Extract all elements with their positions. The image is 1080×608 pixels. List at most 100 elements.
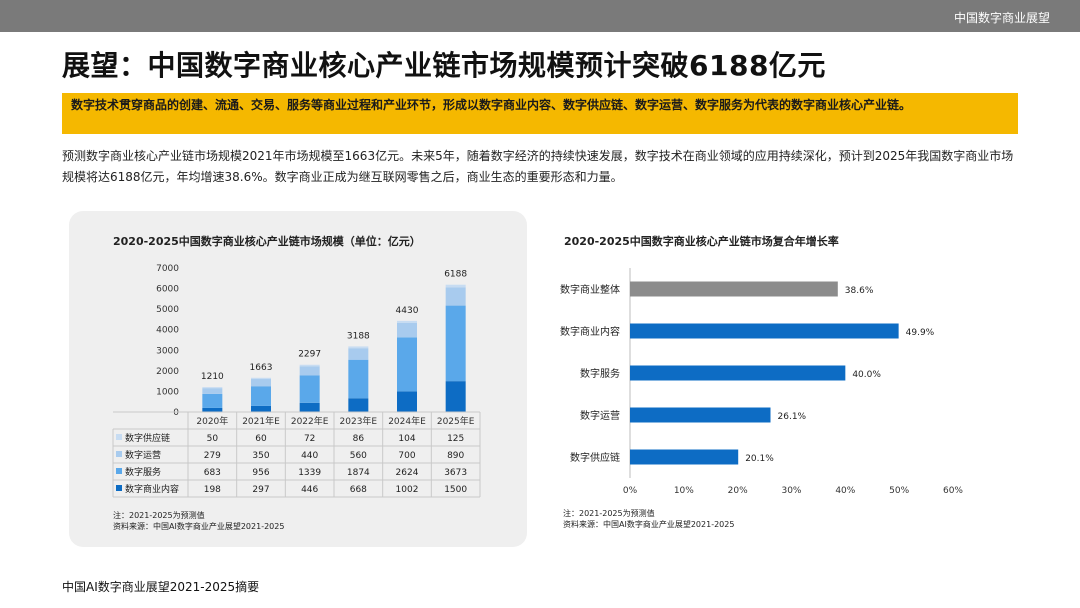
table-cell-1-3: 560 [350, 451, 367, 461]
table-cell-0-4: 104 [398, 434, 415, 444]
table-cell-0-0: 50 [207, 434, 219, 444]
bar-segment-5-3 [445, 284, 466, 288]
cagr-x-tick-label-3: 30% [781, 486, 801, 496]
bar-segment-1-3 [251, 377, 271, 380]
cagr-value-label-0: 38.6% [845, 286, 874, 296]
cagr-category-label-2: 数字服务 [580, 367, 620, 380]
bar-total-label-5: 6188 [444, 270, 467, 280]
cagr-bar-4 [630, 449, 739, 465]
table-cell-3-5: 1500 [444, 485, 467, 495]
bar-segment-4-3 [397, 320, 417, 324]
intro-paragraph: 预测数字商业核心产业链市场规模2021年市场规模至1663亿元。未来5年，随着数… [62, 149, 1014, 184]
table-cell-1-4: 700 [398, 451, 415, 461]
y-tick-label-7: 7000 [156, 264, 179, 274]
table-cell-2-4: 2624 [396, 468, 419, 478]
right-note-1: 注：2021-2025为预测值 [563, 509, 655, 518]
bar-segment-1-2 [251, 379, 271, 387]
x-category-label-4: 2024年E [388, 415, 426, 427]
cagr-category-label-4: 数字供应链 [570, 451, 620, 464]
cagr-x-tick-label-1: 10% [674, 486, 694, 496]
cagr-category-label-3: 数字运营 [580, 409, 620, 422]
table-cell-3-0: 198 [204, 485, 221, 495]
table-legend-swatch-2 [116, 468, 122, 474]
bar-segment-5-1 [445, 305, 466, 382]
page-title: 展望：中国数字商业核心产业链市场规模预计突破6188亿元 [62, 49, 826, 82]
bar-segment-2-3 [299, 364, 320, 367]
bar-total-label-1: 1663 [250, 363, 273, 373]
x-category-label-2: 2022年E [291, 415, 329, 427]
cagr-x-tick-label-2: 20% [728, 486, 748, 496]
bar-total-label-4: 4430 [396, 306, 419, 316]
table-cell-0-3: 86 [353, 434, 365, 444]
cagr-bar-1 [630, 323, 899, 339]
table-row-label-0: 数字供应链 [125, 432, 170, 444]
table-cell-2-2: 1339 [298, 468, 321, 478]
bar-total-label-2: 2297 [298, 350, 321, 360]
bar-segment-3-1 [348, 359, 369, 399]
cagr-bar-2 [630, 365, 846, 381]
table-legend-swatch-3 [116, 485, 122, 491]
bar-segment-4-0 [397, 391, 417, 412]
bar-segment-5-2 [445, 287, 466, 306]
cagr-value-label-2: 40.0% [852, 370, 881, 380]
cagr-x-tick-label-0: 0% [623, 486, 638, 496]
cagr-x-tick-label-6: 60% [943, 486, 963, 496]
footer-caption: 中国AI数字商业展望2021-2025摘要 [62, 580, 260, 594]
bar-segment-4-2 [397, 323, 417, 338]
y-tick-label-6: 6000 [156, 285, 179, 295]
cagr-x-tick-label-4: 40% [835, 486, 855, 496]
cagr-category-label-0: 数字商业整体 [560, 283, 620, 296]
left-chart-notes: 注：2021-2025为预测值 资料来源：中国AI数字商业产业展望2021-20… [113, 510, 284, 532]
cagr-chart-title: 2020-2025中国数字商业核心产业链市场复合年增长率 [564, 235, 839, 248]
table-row-label-2: 数字服务 [125, 466, 161, 478]
bar-segment-4-1 [397, 337, 417, 392]
table-row-label-1: 数字运营 [125, 449, 161, 461]
cagr-category-label-1: 数字商业内容 [560, 325, 620, 338]
cagr-x-tick-label-5: 50% [889, 486, 909, 496]
bar-segment-1-1 [251, 386, 271, 406]
left-note-2: 资料来源：中国AI数字商业产业展望2021-2025 [113, 522, 285, 531]
bar-segment-3-3 [348, 346, 369, 349]
table-legend-swatch-0 [116, 434, 122, 440]
cagr-value-label-3: 26.1% [778, 412, 807, 422]
y-tick-label-2: 2000 [156, 367, 179, 377]
table-cell-3-4: 1002 [396, 485, 419, 495]
bar-segment-3-2 [348, 348, 369, 360]
top-bar: 中国数字商业展望 [0, 0, 1080, 32]
bar-segment-2-0 [299, 402, 320, 412]
bar-total-label-3: 3188 [347, 331, 370, 341]
summary-banner: 数字技术贯穿商品的创建、流通、交易、服务等商业过程和产业环节，形成以数字商业内容… [62, 93, 1018, 134]
table-cell-1-5: 890 [447, 451, 464, 461]
bar-segment-1-0 [251, 405, 271, 412]
bar-segment-0-1 [202, 393, 223, 408]
x-category-label-0: 2020年 [196, 415, 228, 427]
table-cell-1-2: 440 [301, 451, 318, 461]
table-cell-0-2: 72 [304, 434, 315, 444]
table-cell-3-2: 446 [301, 485, 318, 495]
y-tick-label-1: 1000 [156, 387, 179, 397]
table-cell-0-5: 125 [447, 434, 464, 444]
cagr-bar-0 [630, 281, 838, 297]
right-chart-notes: 注：2021-2025为预测值 资料来源：中国AI数字商业产业展望2021-20… [563, 508, 734, 530]
table-row-label-3: 数字商业内容 [125, 483, 179, 495]
cagr-bar-3 [630, 407, 771, 423]
table-cell-3-1: 297 [252, 485, 269, 495]
right-note-2: 资料来源：中国AI数字商业产业展望2021-2025 [563, 520, 735, 529]
left-note-1: 注：2021-2025为预测值 [113, 511, 205, 520]
table-cell-0-1: 60 [255, 434, 267, 444]
bar-segment-0-3 [202, 387, 223, 389]
bar-total-label-0: 1210 [201, 372, 224, 382]
table-legend-swatch-1 [116, 451, 122, 457]
header-brand: 中国数字商业展望 [953, 11, 1050, 25]
x-category-label-1: 2021年E [242, 415, 280, 427]
table-cell-2-0: 683 [204, 468, 221, 478]
x-category-label-3: 2023年E [340, 415, 378, 427]
stacked-chart-title: 2020-2025中国数字商业核心产业链市场规模（单位：亿元） [113, 235, 421, 248]
y-tick-label-3: 3000 [156, 346, 179, 356]
table-cell-3-3: 668 [350, 485, 367, 495]
y-tick-label-0: 0 [173, 408, 179, 418]
table-cell-2-3: 1874 [347, 468, 370, 478]
x-category-label-5: 2025年E [437, 415, 475, 427]
bar-segment-3-0 [348, 398, 369, 412]
bar-segment-5-0 [445, 381, 466, 412]
